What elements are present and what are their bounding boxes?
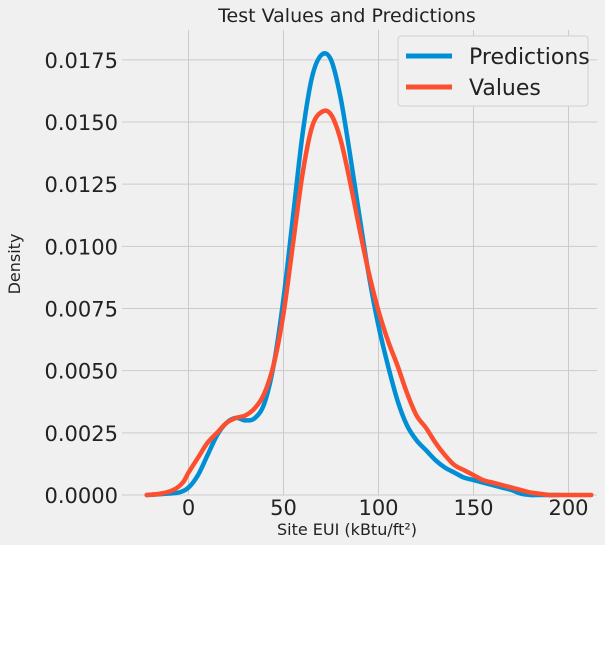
grid [122,30,597,496]
x-tick-labels: 0 50 100 150 200 [182,496,589,520]
y-tick-label: 0.0050 [45,360,118,384]
y-tick-label: 0.0175 [45,49,118,73]
x-tick-label: 150 [453,496,493,520]
legend-label-predictions: Predictions [469,45,590,70]
chart-title: Test Values and Predictions [217,5,476,27]
legend-label-values: Values [469,76,541,101]
y-tick-labels: 0.0000 0.0025 0.0050 0.0075 0.0100 0.0125 0.01… [45,49,118,508]
y-tick-label: 0.0100 [45,235,118,259]
x-tick-label: 100 [358,496,398,520]
x-tick-label: 200 [548,496,588,520]
chart-figure: 0.0000 0.0025 0.0050 0.0075 0.0100 0.0125 0.01… [0,0,605,545]
y-tick-label: 0.0125 [45,173,118,197]
y-tick-label: 0.0150 [45,111,118,135]
density-chart: 0.0000 0.0025 0.0050 0.0075 0.0100 0.0125 0.01… [5,5,597,539]
x-tick-label: 0 [182,496,195,520]
x-tick-label: 50 [270,496,297,520]
legend: Predictions Values [397,35,590,107]
y-tick-label: 0.0025 [45,422,118,446]
series-line-values [144,108,594,498]
series-layer [144,51,594,498]
y-tick-label: 0.0000 [45,484,118,508]
x-axis-title: Site EUI (kBtu/ft²) [277,520,417,539]
y-tick-label: 0.0075 [45,298,118,322]
series-line-predictions [144,51,562,498]
y-axis-title: Density [5,234,24,295]
